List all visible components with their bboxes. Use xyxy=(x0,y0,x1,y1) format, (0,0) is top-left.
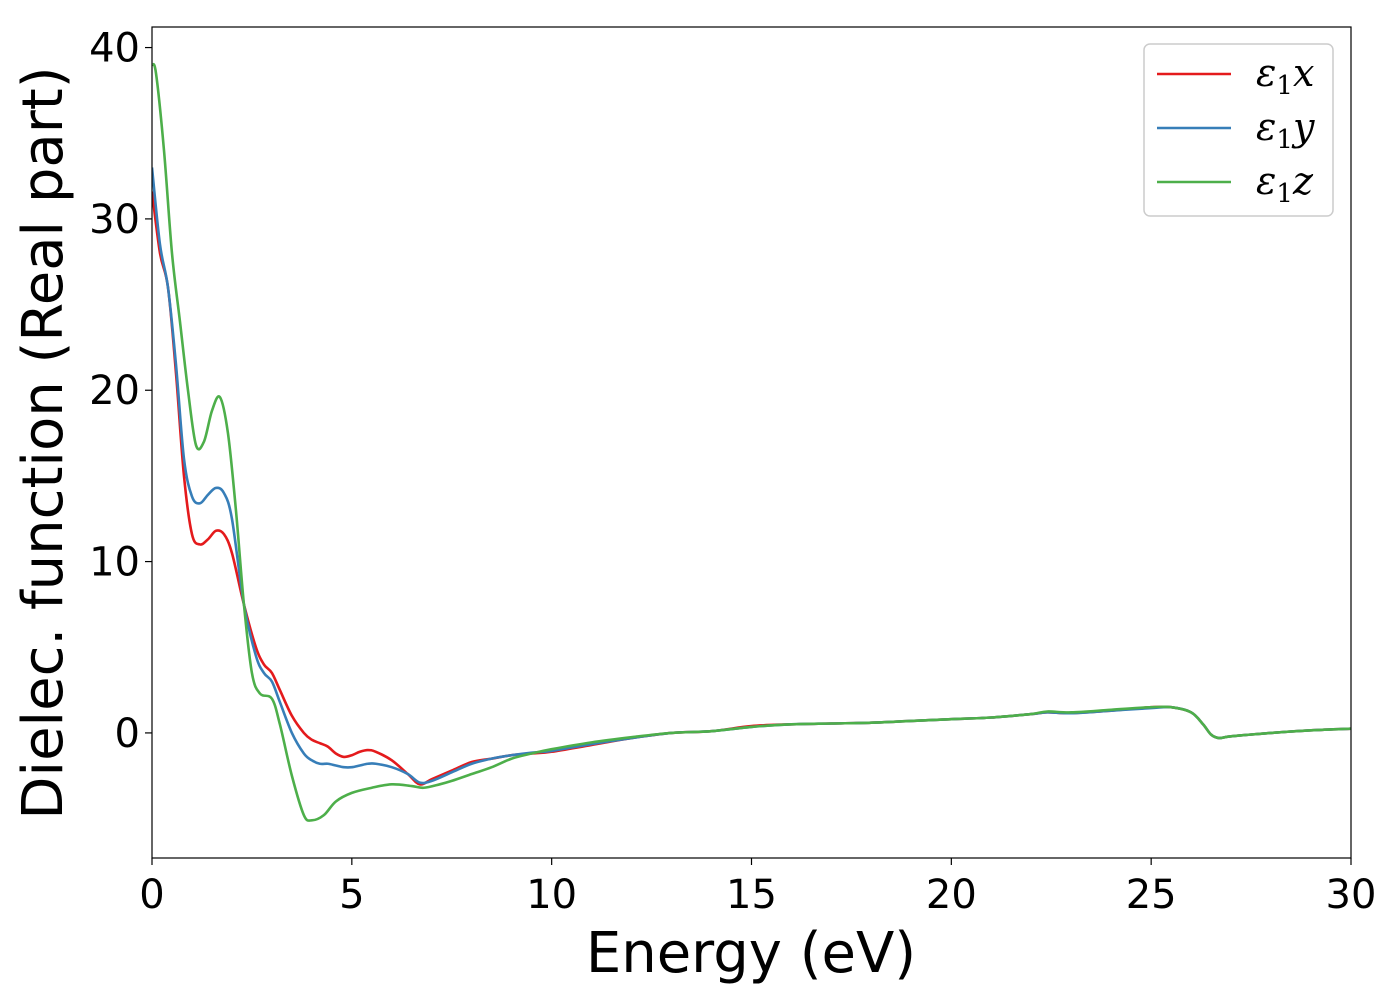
x-tick-label: 10 xyxy=(526,872,577,918)
x-tick-label: 15 xyxy=(726,872,777,918)
x-tick-label: 5 xyxy=(339,872,364,918)
series-layer xyxy=(152,62,1351,822)
y-tick-label: 10 xyxy=(89,540,140,586)
ticks-layer: 0 5 10 15 20 25 30 0 10 20 30 40 xyxy=(89,26,1376,918)
y-tick-label: 40 xyxy=(89,26,140,72)
legend-box xyxy=(1143,43,1334,217)
x-tick-label: 0 xyxy=(139,872,164,918)
series-line-x xyxy=(152,191,1351,786)
x-tick-label: 20 xyxy=(926,872,977,918)
y-tick-label: 30 xyxy=(89,197,140,243)
x-tick-label: 25 xyxy=(1126,872,1177,918)
series-line-y xyxy=(152,167,1351,785)
y-tick-label: 20 xyxy=(89,368,140,414)
legend-label-x: ε1x xyxy=(1256,51,1314,101)
series-line-z xyxy=(152,62,1351,822)
x-tick-label: 30 xyxy=(1326,872,1377,918)
x-axis-title: Energy (eV) xyxy=(586,921,916,986)
y-tick-label: 0 xyxy=(115,711,140,757)
y-axis-title: Dielec. function (Real part) xyxy=(11,66,76,819)
legend-label-y: ε1y xyxy=(1256,105,1315,155)
legend-label-z: ε1z xyxy=(1256,159,1314,209)
